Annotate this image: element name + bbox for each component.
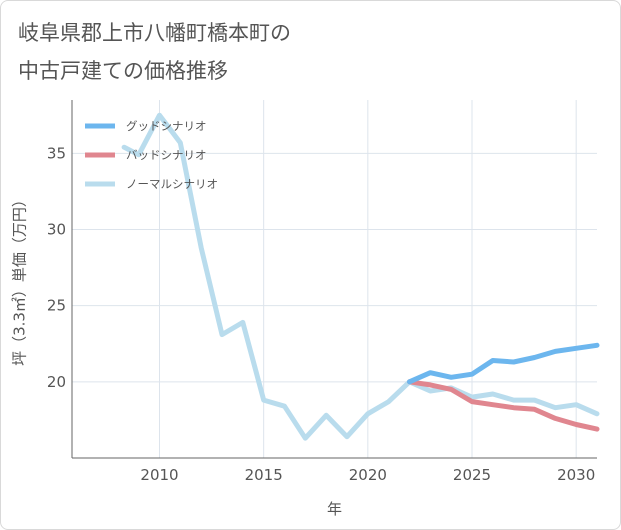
series-layer (121, 112, 600, 441)
chart-title: 岐阜県郡上市八幡町橋本町の 中古戸建ての価格推移 (18, 14, 291, 90)
legend-label-1: バッドシナリオ (126, 148, 207, 162)
x-tick-label-2: 2020 (349, 466, 387, 484)
y-tick-label-0: 20 (47, 373, 66, 391)
grid-lines (72, 100, 597, 458)
series-line-1 (407, 379, 600, 432)
x-axis-ticks: 2010 2015 2020 2025 2030 (140, 466, 595, 484)
y-tick-label-3: 35 (47, 144, 66, 162)
y-axis-label: 坪（3.3㎡）単価（万円） (11, 192, 29, 366)
x-tick-label-4: 2030 (557, 466, 595, 484)
y-tick-label-2: 30 (47, 220, 66, 238)
legend-label-0: グッドシナリオ (126, 119, 207, 133)
x-axis-label: 年 (327, 500, 342, 518)
x-tick-label-3: 2025 (453, 466, 491, 484)
y-tick-label-1: 25 (47, 297, 66, 315)
legend-label-2: ノーマルシナリオ (126, 177, 218, 191)
chart-title-line-1: 岐阜県郡上市八幡町橋本町の (18, 21, 291, 45)
x-tick-label-0: 2010 (140, 466, 178, 484)
series-line-0 (407, 342, 600, 385)
chart-title-line-2: 中古戸建ての価格推移 (18, 59, 228, 83)
axes (71, 100, 597, 459)
series-line-2 (121, 112, 600, 441)
x-tick-label-1: 2015 (245, 466, 283, 484)
y-axis-ticks: 20 25 30 35 (47, 144, 66, 391)
